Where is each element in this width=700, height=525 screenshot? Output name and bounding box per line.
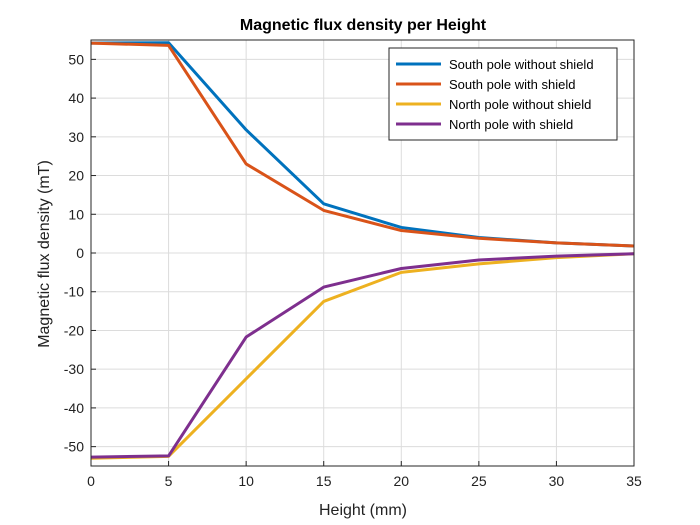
x-tick-label: 10 bbox=[238, 473, 254, 489]
x-tick-label: 15 bbox=[316, 473, 332, 489]
y-tick-label: -20 bbox=[64, 322, 84, 338]
y-tick-label: -30 bbox=[64, 361, 84, 377]
x-tick-label: 25 bbox=[471, 473, 487, 489]
y-tick-label: 40 bbox=[68, 90, 84, 106]
legend-label-2: South pole with shield bbox=[449, 77, 575, 92]
x-tick-label: 30 bbox=[549, 473, 565, 489]
x-tick-label: 35 bbox=[626, 473, 642, 489]
series-line-2 bbox=[90, 41, 635, 248]
y-axis-ticks: -50 -40 -30 -20 -10 0 10 20 30 40 50 bbox=[64, 51, 96, 455]
y-tick-label: -10 bbox=[64, 284, 84, 300]
series-line-4 bbox=[90, 252, 635, 459]
y-axis-label: Magnetic flux density (mT) bbox=[36, 160, 53, 348]
x-tick-label: 5 bbox=[165, 473, 173, 489]
y-tick-label: 30 bbox=[68, 129, 84, 145]
legend-label-4: North pole with shield bbox=[449, 117, 573, 132]
chart-title: Magnetic flux density per Height bbox=[240, 17, 487, 34]
x-tick-label: 0 bbox=[87, 473, 95, 489]
y-tick-label: -50 bbox=[64, 439, 84, 455]
x-axis-label: Height (mm) bbox=[319, 502, 407, 519]
legend-label-3: North pole without shield bbox=[449, 97, 591, 112]
series-line-3 bbox=[90, 252, 635, 460]
y-tick-label: -40 bbox=[64, 400, 84, 416]
x-axis-ticks: 0 5 10 15 20 25 30 35 bbox=[87, 461, 642, 489]
legend-label-1: South pole without shield bbox=[449, 57, 594, 72]
y-tick-label: 0 bbox=[76, 245, 84, 261]
y-tick-label: 20 bbox=[68, 168, 84, 184]
y-tick-label: 50 bbox=[68, 51, 84, 67]
x-tick-label: 20 bbox=[393, 473, 409, 489]
legend: South pole without shield South pole with… bbox=[388, 47, 618, 141]
y-tick-label: 10 bbox=[68, 206, 84, 222]
series-lines bbox=[90, 41, 635, 460]
